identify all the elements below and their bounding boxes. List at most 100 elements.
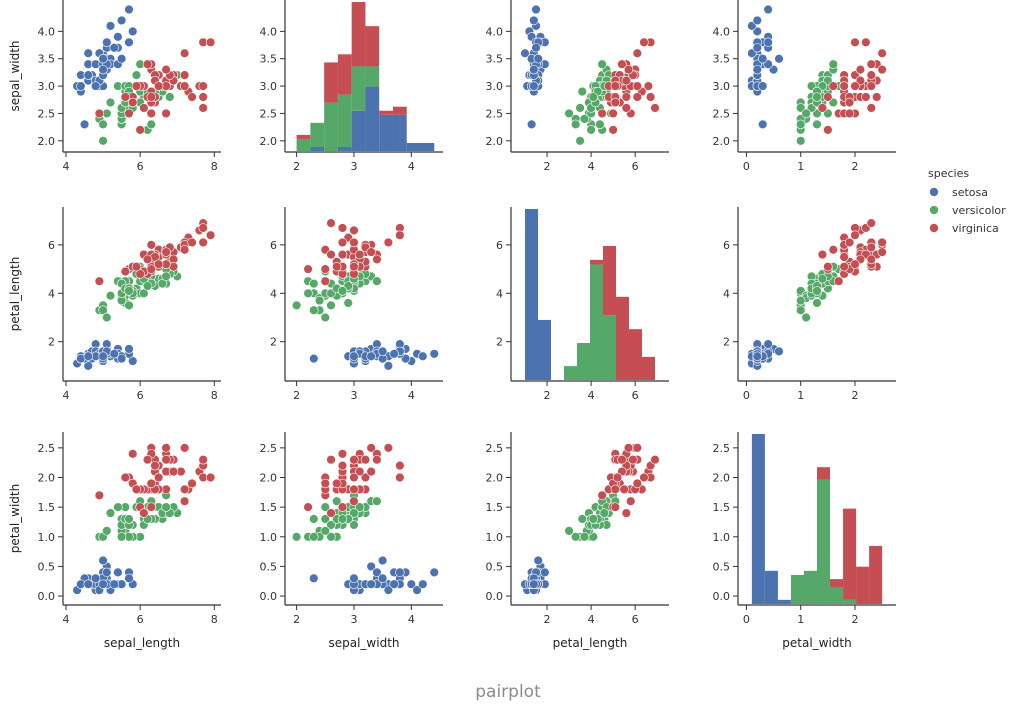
point-versicolor xyxy=(105,291,116,301)
hist-bar-virginica xyxy=(843,508,857,600)
x-tick-label: 3 xyxy=(350,160,357,173)
panel-petal_length-vs-petal_length: 2 4 6 2 4 6 xyxy=(496,207,669,402)
point-virginica xyxy=(612,472,623,483)
point-versicolor xyxy=(116,532,127,542)
point-virginica xyxy=(817,103,828,113)
y-tick-label: 2.5 xyxy=(260,442,278,455)
legend-label-versicolor: versicolor xyxy=(952,204,1006,217)
point-virginica xyxy=(834,276,844,286)
x-tick-label: 6 xyxy=(137,389,144,402)
point-virginica xyxy=(619,484,629,495)
point-virginica xyxy=(128,97,138,108)
point-versicolor xyxy=(309,278,319,289)
point-versicolor xyxy=(337,286,348,296)
point-versicolor xyxy=(146,119,156,130)
point-setosa xyxy=(752,15,762,26)
point-virginica xyxy=(643,81,654,91)
point-virginica xyxy=(355,466,365,477)
hist-bar-versicolor xyxy=(310,122,325,147)
y-tick-label: 1.0 xyxy=(260,531,278,544)
point-versicolor xyxy=(372,276,382,286)
hist-bar-virginica xyxy=(392,106,407,115)
point-virginica xyxy=(866,70,876,80)
legend: species setosa versicolor virginica xyxy=(928,167,1006,235)
point-versicolor xyxy=(575,136,585,146)
point-setosa xyxy=(76,81,86,91)
hist-bar-versicolor xyxy=(603,315,616,380)
point-setosa xyxy=(113,32,123,42)
point-setosa xyxy=(116,15,127,26)
point-virginica xyxy=(179,70,190,80)
point-setosa xyxy=(116,54,127,64)
point-virginica xyxy=(395,472,405,483)
x-tick-label: 4 xyxy=(63,160,70,173)
y-tick-label: 4.0 xyxy=(38,25,56,38)
point-virginica xyxy=(179,443,190,453)
point-versicolor xyxy=(98,119,108,130)
point-setosa xyxy=(128,26,138,37)
hist-bar-versicolor xyxy=(296,138,311,151)
point-virginica xyxy=(161,64,171,75)
point-virginica xyxy=(395,460,405,471)
y-tick-label: 4 xyxy=(723,287,730,300)
point-virginica xyxy=(146,108,156,119)
hist-bar-virginica xyxy=(351,2,366,67)
x-tick-label: 0 xyxy=(743,389,750,402)
point-versicolor xyxy=(113,502,123,512)
point-virginica xyxy=(161,108,171,119)
point-virginica xyxy=(621,103,632,113)
point-versicolor xyxy=(320,312,330,323)
y-tick-label: 0.5 xyxy=(38,560,56,573)
x-tick-label: 6 xyxy=(137,613,144,626)
point-virginica xyxy=(146,264,156,274)
point-versicolor xyxy=(314,295,325,306)
point-virginica xyxy=(349,484,359,495)
hist-bar-setosa xyxy=(337,146,352,151)
hist-bar-virginica xyxy=(324,62,338,103)
x-axis-label: petal_width xyxy=(782,636,851,650)
point-virginica xyxy=(303,264,313,274)
legend-marker-versicolor xyxy=(929,205,939,215)
point-virginica xyxy=(866,81,876,91)
point-virginica xyxy=(142,254,153,265)
point-virginica xyxy=(142,455,153,465)
point-setosa xyxy=(533,54,543,64)
point-virginica xyxy=(198,81,208,91)
point-virginica xyxy=(850,230,860,240)
point-versicolor xyxy=(564,526,574,536)
point-versicolor xyxy=(161,271,171,282)
point-setosa xyxy=(349,351,359,361)
point-versicolor xyxy=(588,514,598,524)
y-tick-label: 2.0 xyxy=(713,135,731,148)
y-tick-label: 2.0 xyxy=(486,472,504,485)
point-setosa xyxy=(90,81,101,91)
y-tick-label: 4 xyxy=(270,287,277,300)
point-virginica xyxy=(828,81,838,91)
point-virginica xyxy=(94,276,105,286)
point-virginica xyxy=(146,92,156,102)
panel-petal_length-vs-sepal_length: 4 6 8 2 4 6 petal_length xyxy=(8,207,221,402)
hist-bar-virginica xyxy=(337,54,352,95)
x-tick-label: 4 xyxy=(408,613,415,626)
point-virginica xyxy=(337,237,348,248)
point-virginica xyxy=(823,261,833,272)
y-tick-label: 1.0 xyxy=(38,531,56,544)
point-versicolor xyxy=(165,92,175,102)
point-setosa xyxy=(372,567,382,578)
point-virginica xyxy=(131,81,142,91)
hist-bar-setosa xyxy=(751,434,765,604)
point-setosa xyxy=(529,579,539,589)
y-tick-label: 4 xyxy=(496,287,503,300)
point-versicolor xyxy=(817,274,828,284)
point-virginica xyxy=(135,125,145,135)
y-axis-label: petal_width xyxy=(8,484,22,553)
point-setosa xyxy=(309,573,319,583)
x-tick-label: 2 xyxy=(544,613,551,626)
y-tick-label: 4.0 xyxy=(260,25,278,38)
y-tick-label: 2.5 xyxy=(713,442,731,455)
point-setosa xyxy=(377,573,388,583)
x-tick-label: 0 xyxy=(743,613,750,626)
x-tick-label: 8 xyxy=(211,613,218,626)
x-axis-label: petal_length xyxy=(553,636,628,650)
hist-bar-virginica xyxy=(830,579,844,588)
